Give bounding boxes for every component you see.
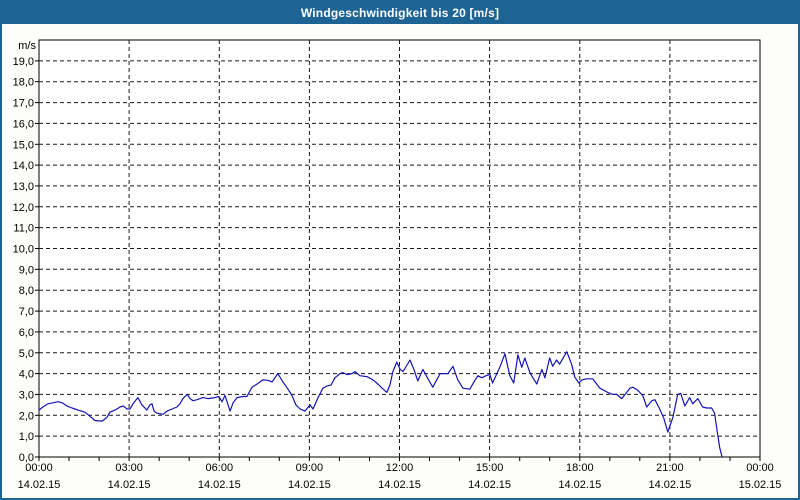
x-axis-date-label: 14.02.15: [468, 479, 511, 491]
y-axis-tick-label: 5,0: [19, 348, 34, 360]
y-axis-tick-label: 6,0: [19, 327, 34, 339]
x-axis-date-label: 14.02.15: [108, 479, 151, 491]
x-axis-time-label: 03:00: [115, 462, 143, 474]
x-axis-date-label: 14.02.15: [288, 479, 331, 491]
x-axis-time-label: 06:00: [206, 462, 234, 474]
x-axis-time-label: 15:00: [476, 462, 504, 474]
chart-title: Windgeschwindigkeit bis 20 [m/s]: [300, 6, 500, 20]
y-axis-ticks: 0,0 1,0 2,0 3,0 4,0 5,0 6,0 7,0 8,0 9,0 10,0 11,0 12…: [13, 56, 39, 464]
x-axis-ticks: [38, 457, 761, 461]
y-axis-tick-label: 7,0: [19, 306, 34, 318]
x-axis-date-label: 14.02.15: [558, 479, 601, 491]
chart-area: 0,0 1,0 2,0 3,0 4,0 5,0 6,0 7,0 8,0 9,0 10,0 11,0 12…: [2, 24, 798, 498]
y-axis-tick-label: 11,0: [13, 223, 34, 235]
y-axis-tick-label: 3,0: [19, 389, 34, 401]
x-axis-date-label: 14.02.15: [198, 479, 241, 491]
x-axis-date-label: 14.02.15: [648, 479, 691, 491]
y-axis-tick-label: 10,0: [13, 244, 34, 256]
y-axis-tick-label: 15,0: [13, 139, 34, 151]
x-axis-time-label: 09:00: [296, 462, 324, 474]
y-axis-tick-label: 16,0: [13, 118, 34, 130]
y-axis-tick-label: 13,0: [13, 181, 34, 193]
x-axis-date-label: 14.02.15: [378, 479, 421, 491]
x-axis-time-label: 21:00: [656, 462, 684, 474]
y-axis-tick-label: 0,0: [19, 452, 34, 464]
x-axis-date-label: 15.02.15: [739, 479, 782, 491]
x-axis-time-label: 00:00: [25, 462, 53, 474]
y-axis-tick-label: 1,0: [19, 431, 34, 443]
title-bar: Windgeschwindigkeit bis 20 [m/s]: [2, 2, 798, 24]
y-axis-tick-label: 17,0: [13, 98, 34, 110]
x-axis-time-label: 12:00: [386, 462, 414, 474]
wind-speed-chart: 0,0 1,0 2,0 3,0 4,0 5,0 6,0 7,0 8,0 9,0 10,0 11,0 12…: [13, 39, 782, 491]
y-axis-tick-label: 14,0: [13, 160, 34, 172]
y-axis-tick-label: 4,0: [19, 369, 34, 381]
x-axis-labels: 00:00 14.02.15 03:00 14.02.15 06:00 14.02.15 0…: [18, 462, 782, 491]
y-axis-tick-label: 2,0: [19, 410, 34, 422]
y-axis-tick-label: 8,0: [19, 285, 34, 297]
wind-speed-series: [38, 351, 723, 457]
x-axis-date-label: 14.02.15: [18, 479, 61, 491]
y-axis-tick-label: 19,0: [13, 56, 34, 68]
y-axis-unit-label: m/s: [18, 40, 36, 52]
x-axis-time-label: 18:00: [566, 462, 594, 474]
y-axis-tick-label: 18,0: [13, 77, 34, 89]
horizontal-gridlines: [39, 60, 760, 437]
x-axis-time-label: 00:00: [746, 462, 774, 474]
y-axis-tick-label: 9,0: [19, 264, 34, 276]
y-axis-tick-label: 12,0: [13, 202, 34, 214]
